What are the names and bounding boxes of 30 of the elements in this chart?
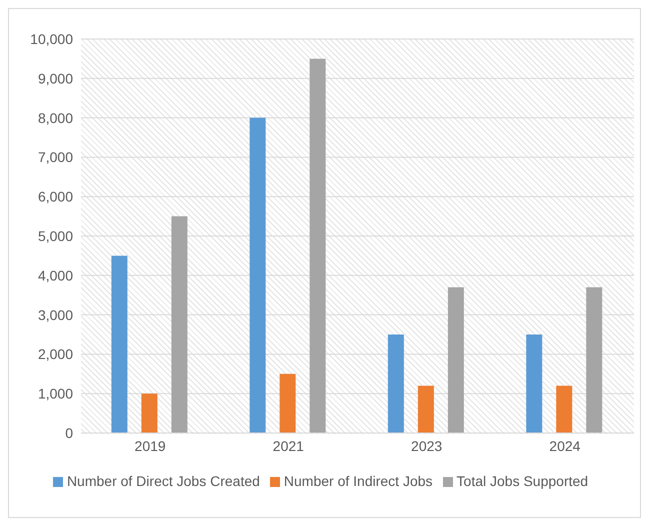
bar	[418, 386, 434, 433]
bar	[388, 334, 404, 433]
legend-label: Number of Direct Jobs Created	[66, 473, 260, 489]
y-tick-label: 6,000	[38, 188, 74, 205]
bar	[250, 118, 266, 433]
bar	[141, 394, 158, 433]
y-tick-label: 3,000	[38, 306, 74, 323]
legend-label: Total Jobs Supported	[456, 473, 588, 489]
x-tick-label: 2021	[272, 438, 304, 454]
bar	[310, 58, 326, 433]
bar	[526, 334, 542, 433]
y-tick-label: 0	[65, 424, 74, 441]
bar	[171, 216, 188, 433]
bar	[280, 374, 296, 433]
bar	[586, 287, 602, 433]
y-tick-label: 5,000	[38, 228, 74, 244]
x-tick-label: 2019	[134, 438, 166, 454]
y-tick-label: 7,000	[38, 149, 74, 166]
y-tick-label: 10,000	[30, 30, 74, 47]
bar	[111, 256, 128, 433]
bar	[448, 287, 464, 433]
y-tick-label: 4,000	[38, 267, 74, 284]
y-tick-label: 2,000	[38, 346, 74, 362]
y-tick-label: 8,000	[38, 110, 74, 126]
bar	[556, 386, 572, 433]
y-tick-label: 9,000	[38, 70, 74, 86]
y-tick-label: 1,000	[38, 386, 74, 402]
legend-label: Number of Indirect Jobs	[284, 473, 433, 489]
x-tick-label: 2023	[411, 438, 442, 454]
x-tick-label: 2024	[549, 438, 581, 454]
